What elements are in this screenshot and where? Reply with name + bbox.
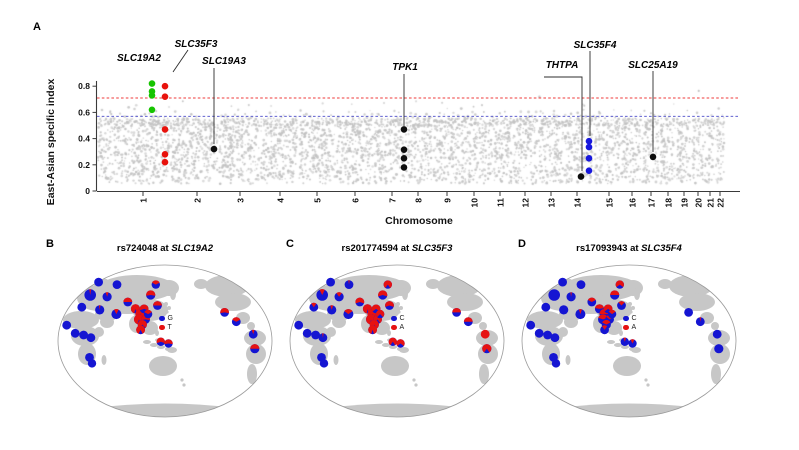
svg-text:8: 8 xyxy=(414,198,424,203)
panel-b-letter: B xyxy=(46,238,54,250)
map-c-legend-row-blue: C xyxy=(391,314,405,323)
blue-allele-dot-icon xyxy=(159,315,165,322)
map-c-legend-row-red: A xyxy=(391,323,405,332)
map-panel-b: rs724048 at SLC19A2 G T xyxy=(49,237,281,442)
map-d-legend-row-red: A xyxy=(623,323,637,332)
svg-text:THTPA: THTPA xyxy=(546,60,579,71)
manhattan-scatter-canvas xyxy=(0,0,799,235)
map-b-connector: at xyxy=(160,243,169,254)
gene-TPK1: TPK1 xyxy=(392,62,418,171)
gene-SLC19A3: SLC19A3 xyxy=(202,56,246,153)
map-b-gene: SLC19A2 xyxy=(171,243,214,254)
svg-text:SLC25A19: SLC25A19 xyxy=(628,60,678,71)
red-allele-dot-icon xyxy=(391,324,397,331)
map-c-title: rs201774594 at SLC35F3 xyxy=(281,243,513,254)
map-b-title: rs724048 at SLC19A2 xyxy=(49,243,281,254)
svg-text:15: 15 xyxy=(605,198,615,208)
gene-THTPA: THTPA xyxy=(544,60,585,180)
map-b-legend-red-label: T xyxy=(167,324,172,331)
map-c-legend-red-label: A xyxy=(399,324,405,331)
gene-SLC35F4: SLC35F4 xyxy=(574,40,617,174)
map-d-canvas: C A xyxy=(519,262,739,420)
svg-text:5: 5 xyxy=(313,198,323,203)
svg-text:2: 2 xyxy=(193,198,203,203)
svg-text:14: 14 xyxy=(573,198,583,208)
map-panel-c: rs201774594 at SLC35F3 C A xyxy=(281,237,513,442)
map-c-connector: at xyxy=(400,243,410,254)
map-d-pies xyxy=(526,277,724,368)
svg-text:1: 1 xyxy=(139,198,149,203)
svg-text:10: 10 xyxy=(470,198,480,208)
axes: 00.20.40.60.81 2 3 4 5 6 7 8 9 10 11 12 13 14 15 16 17 18… xyxy=(45,79,740,227)
svg-text:0.4: 0.4 xyxy=(78,134,90,144)
map-b-legend: G T xyxy=(159,314,173,332)
manhattan-plot: 00.20.40.60.81 2 3 4 5 6 7 8 9 10 11 12 13 14 15 16 17 18… xyxy=(45,39,740,227)
map-c-gene: SLC35F3 xyxy=(411,243,453,254)
svg-text:12: 12 xyxy=(521,198,531,208)
svg-text:0.2: 0.2 xyxy=(78,160,90,170)
map-d-legend-blue-label: C xyxy=(631,315,637,322)
svg-text:7: 7 xyxy=(388,198,398,203)
map-c-pies xyxy=(294,277,492,368)
svg-text:13: 13 xyxy=(547,198,557,208)
map-d-svg xyxy=(519,262,739,420)
red-allele-dot-icon xyxy=(159,324,165,331)
blue-allele-dot-icon xyxy=(623,315,629,322)
map-b-pies xyxy=(62,277,260,368)
map-c-legend-blue-label: C xyxy=(399,315,405,322)
map-b-rsid: rs724048 xyxy=(116,243,158,254)
map-d-legend: C A xyxy=(623,314,637,332)
map-c-svg xyxy=(287,262,507,420)
map-d-title: rs17093943 at SLC35F4 xyxy=(513,243,745,254)
svg-text:3: 3 xyxy=(236,198,246,203)
svg-text:9: 9 xyxy=(443,198,453,203)
x-axis-title: Chromosome xyxy=(385,215,453,227)
map-c-canvas: C A xyxy=(287,262,507,420)
map-d-gene: SLC35F4 xyxy=(641,243,682,254)
panel-a-letter: A xyxy=(33,21,41,33)
svg-text:TPK1: TPK1 xyxy=(392,62,418,73)
map-d-rsid: rs17093943 xyxy=(576,243,628,254)
gene-SLC19A2: SLC19A2 xyxy=(117,53,161,114)
svg-text:4: 4 xyxy=(276,198,286,203)
svg-text:SLC35F3: SLC35F3 xyxy=(175,39,218,50)
svg-text:0.8: 0.8 xyxy=(78,81,90,91)
y-axis-title: East-Asian specific index xyxy=(45,79,57,206)
svg-text:SLC35F4: SLC35F4 xyxy=(574,40,617,51)
svg-text:0.6: 0.6 xyxy=(78,107,90,117)
svg-text:0: 0 xyxy=(85,186,90,196)
gene-SLC35F3: SLC35F3 xyxy=(161,39,218,166)
svg-text:18: 18 xyxy=(664,198,674,208)
map-c-legend: C A xyxy=(391,314,405,332)
svg-text:17: 17 xyxy=(647,198,657,208)
map-b-legend-row-red: T xyxy=(159,323,173,332)
svg-text:19: 19 xyxy=(680,198,690,208)
map-b-canvas: G T xyxy=(55,262,275,420)
panel-c-letter: C xyxy=(286,238,294,250)
map-panel-d: rs17093943 at SLC35F4 C A xyxy=(513,237,745,442)
svg-text:22: 22 xyxy=(716,198,726,208)
gene-SLC25A19: SLC25A19 xyxy=(628,60,678,161)
panel-d-letter: D xyxy=(518,238,526,250)
svg-text:SLC19A2: SLC19A2 xyxy=(117,53,161,64)
svg-text:11: 11 xyxy=(496,198,506,207)
blue-allele-dot-icon xyxy=(391,315,397,322)
red-allele-dot-icon xyxy=(623,324,629,331)
map-d-connector: at xyxy=(630,243,639,254)
svg-text:20: 20 xyxy=(694,198,704,208)
map-b-legend-blue-label: G xyxy=(167,315,173,322)
svg-text:SLC19A3: SLC19A3 xyxy=(202,56,246,67)
map-c-rsid: rs201774594 xyxy=(341,243,399,254)
map-d-legend-row-blue: C xyxy=(623,314,637,323)
svg-text:6: 6 xyxy=(351,198,361,203)
map-b-svg xyxy=(55,262,275,420)
map-d-legend-red-label: A xyxy=(631,324,637,331)
svg-text:16: 16 xyxy=(628,198,638,208)
svg-text:21: 21 xyxy=(706,198,716,208)
map-b-legend-row-blue: G xyxy=(159,314,173,323)
svg-text:East-Asian specific index: East-Asian specific index xyxy=(45,79,57,206)
